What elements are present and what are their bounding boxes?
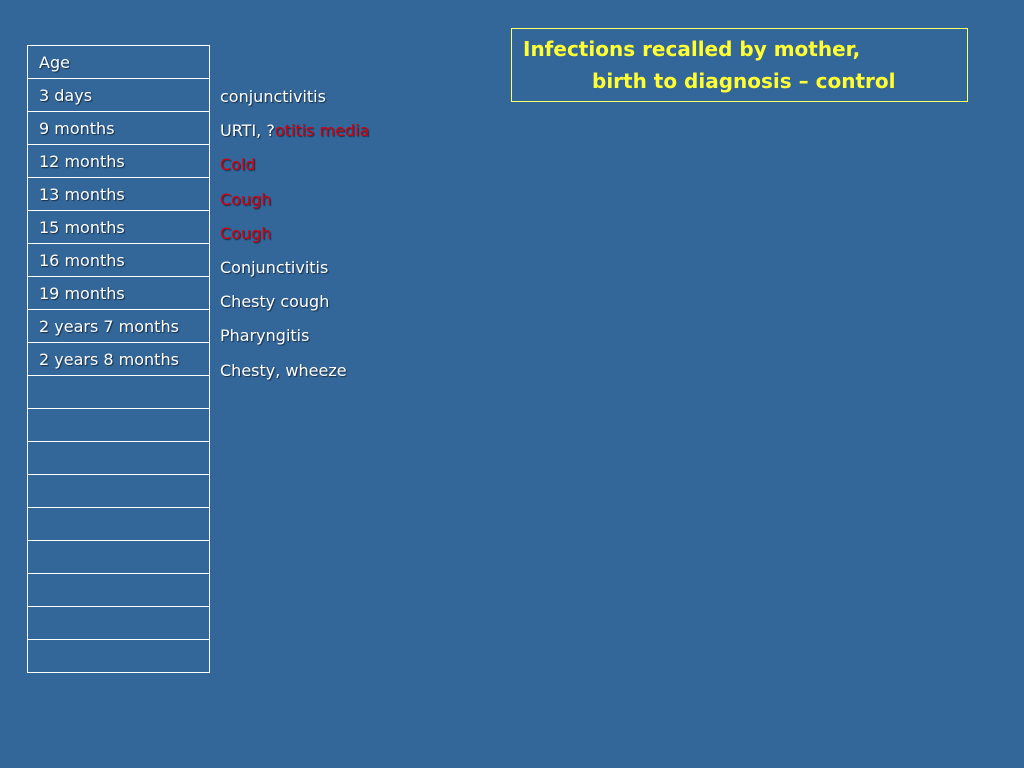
infection-highlight: otitis media [274, 121, 370, 141]
infection-item: URTI, ?otitis media [220, 114, 369, 148]
table-row [27, 474, 210, 508]
infection-item: Chesty cough [220, 285, 369, 319]
slide-title-line1: Infections recalled by mother, [523, 37, 861, 61]
infection-text: Pharyngitis [220, 326, 310, 346]
table-row: 19 months [27, 276, 210, 310]
slide-title-line2: birth to diagnosis – control [592, 69, 896, 93]
table-row: 12 months [27, 144, 210, 178]
infection-item: Cough [220, 217, 369, 251]
age-table: Age 3 days 9 months 12 months 13 months … [27, 45, 210, 673]
age-cell-empty [27, 441, 210, 475]
table-row [27, 540, 210, 574]
age-cell: 16 months [27, 243, 210, 277]
table-row [27, 408, 210, 442]
table-row: 13 months [27, 177, 210, 211]
age-cell: 2 years 7 months [27, 309, 210, 343]
table-row [27, 507, 210, 541]
infection-item: conjunctivitis [220, 80, 369, 114]
infection-item: Cold [220, 148, 369, 182]
table-header-row: Age [27, 45, 210, 79]
infection-text: Chesty, wheeze [220, 360, 347, 380]
infection-text: Conjunctivitis [220, 257, 329, 277]
age-cell: 13 months [27, 177, 210, 211]
infection-text: Chesty cough [220, 292, 330, 312]
infection-item: Conjunctivitis [220, 251, 369, 285]
infection-item: Cough [220, 183, 369, 217]
age-cell-empty [27, 573, 210, 607]
table-row: 9 months [27, 111, 210, 145]
table-row: 15 months [27, 210, 210, 244]
table-row: 2 years 8 months [27, 342, 210, 376]
age-cell: 2 years 8 months [27, 342, 210, 376]
age-cell: 12 months [27, 144, 210, 178]
table-row [27, 639, 210, 673]
age-header: Age [27, 45, 210, 79]
infection-item: Pharyngitis [220, 319, 369, 353]
age-cell-empty [27, 606, 210, 640]
age-cell: 9 months [27, 111, 210, 145]
infection-highlight: Cough [220, 189, 272, 209]
infection-highlight: Cough [220, 223, 272, 243]
infection-highlight: Cold [220, 155, 256, 175]
slide-title-box: Infections recalled by mother, birth to … [511, 28, 968, 102]
infection-item: Chesty, wheeze [220, 354, 369, 388]
infection-list: conjunctivitis URTI, ?otitis media Cold … [220, 80, 369, 388]
table-row [27, 375, 210, 409]
age-cell-empty [27, 408, 210, 442]
age-cell-empty [27, 507, 210, 541]
age-cell-empty [27, 639, 210, 673]
age-cell: 3 days [27, 78, 210, 112]
age-cell-empty [27, 540, 210, 574]
table-row: 2 years 7 months [27, 309, 210, 343]
table-row: 16 months [27, 243, 210, 277]
age-cell: 19 months [27, 276, 210, 310]
infection-text: conjunctivitis [220, 87, 326, 106]
table-row [27, 606, 210, 640]
age-cell-empty [27, 375, 210, 409]
table-row [27, 573, 210, 607]
age-cell: 15 months [27, 210, 210, 244]
infection-text: URTI, ? [220, 121, 275, 141]
table-row [27, 441, 210, 475]
age-cell-empty [27, 474, 210, 508]
table-row: 3 days [27, 78, 210, 112]
